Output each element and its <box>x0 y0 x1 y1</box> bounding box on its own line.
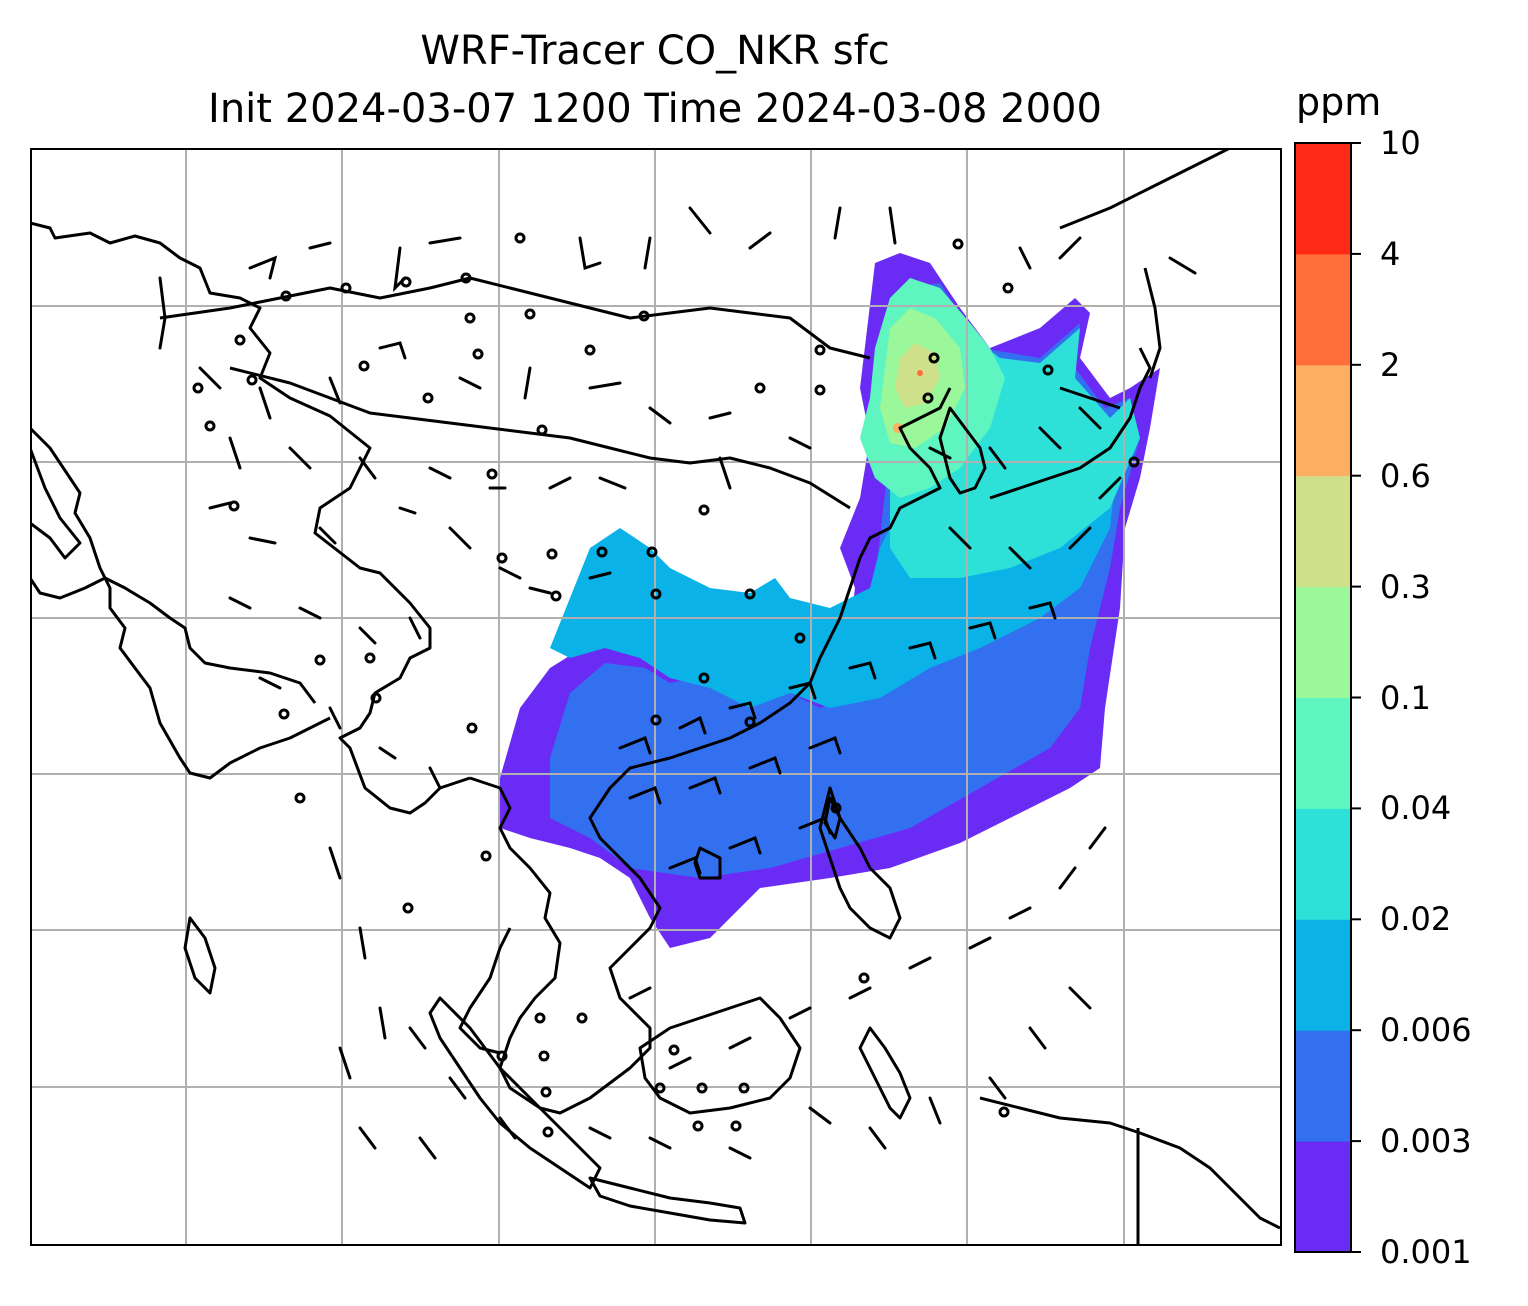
coast-india <box>30 426 331 780</box>
colorbar-swatch-1 <box>1295 1030 1351 1142</box>
colorbar-tick-label: 0.003 <box>1380 1122 1472 1161</box>
border-china-mongolia <box>159 276 871 360</box>
coast-japan <box>989 347 1152 500</box>
map-panel <box>30 148 1282 1246</box>
colorbar-swatch-8 <box>1295 253 1351 366</box>
coast-sulawesi <box>858 1026 912 1120</box>
coast-malay <box>458 927 512 1055</box>
coast-russia-northeast <box>1059 148 1231 230</box>
coastlines <box>30 148 1280 1244</box>
coast-philippines <box>818 786 902 940</box>
coast-arabia <box>30 447 82 560</box>
colorbar-swatch-0 <box>1295 1141 1351 1253</box>
colorbar-tick-label: 10 <box>1380 124 1421 162</box>
colorbar-swatch-7 <box>1295 364 1351 477</box>
coast-china-east <box>669 387 952 760</box>
coast-korea <box>938 406 987 495</box>
colorbar-tick-label: 4 <box>1380 234 1401 273</box>
colorbar <box>1294 142 1361 1253</box>
colorbar-unit-label: ppm <box>1296 80 1382 124</box>
coast-java <box>588 1176 747 1225</box>
colorbar-swatch-3 <box>1295 808 1351 920</box>
map-border <box>30 148 1282 1246</box>
map-subtitle: Init 2024-03-07 1200 Time 2024-03-08 200… <box>208 86 1102 132</box>
colorbar-tick-label: 0.04 <box>1380 789 1452 828</box>
coast-indochina <box>469 756 671 1115</box>
colorbar-swatch-2 <box>1295 919 1351 1031</box>
colorbar-swatch-6 <box>1295 475 1351 588</box>
colorbar-swatch-4 <box>1295 697 1351 809</box>
coast-sakhalin <box>1143 267 1162 379</box>
wind-barbs <box>158 206 1197 1160</box>
colorbar-tick-label: 0.02 <box>1380 900 1452 939</box>
coast-new-guinea <box>979 1096 1280 1244</box>
map-title: WRF-Tracer CO_NKR sfc <box>420 28 890 74</box>
gridlines <box>30 148 1280 1244</box>
coast-west-asia <box>30 221 471 815</box>
coast-sumatra <box>428 996 602 1190</box>
colorbar-tick-label: 0.3 <box>1380 567 1431 606</box>
colorbar-tick-label: 0.006 <box>1380 1011 1472 1050</box>
colorbar-tick-label: 2 <box>1380 345 1401 384</box>
tracer-plume <box>500 253 1160 948</box>
border-china-south <box>229 366 851 510</box>
colorbar-tick-label: 0.6 <box>1380 456 1431 495</box>
coast-borneo <box>638 996 802 1115</box>
coast-sri-lanka <box>183 916 217 995</box>
colorbar-tick-label: 0.001 <box>1380 1233 1472 1271</box>
plume-hotspot-2 <box>917 370 923 376</box>
colorbar-swatch-9 <box>1295 143 1351 255</box>
colorbar-tick-label: 0.1 <box>1380 678 1431 717</box>
colorbar-swatch-5 <box>1295 586 1351 698</box>
coast-persian-gulf <box>30 576 317 704</box>
calm-markers <box>192 232 1140 1138</box>
